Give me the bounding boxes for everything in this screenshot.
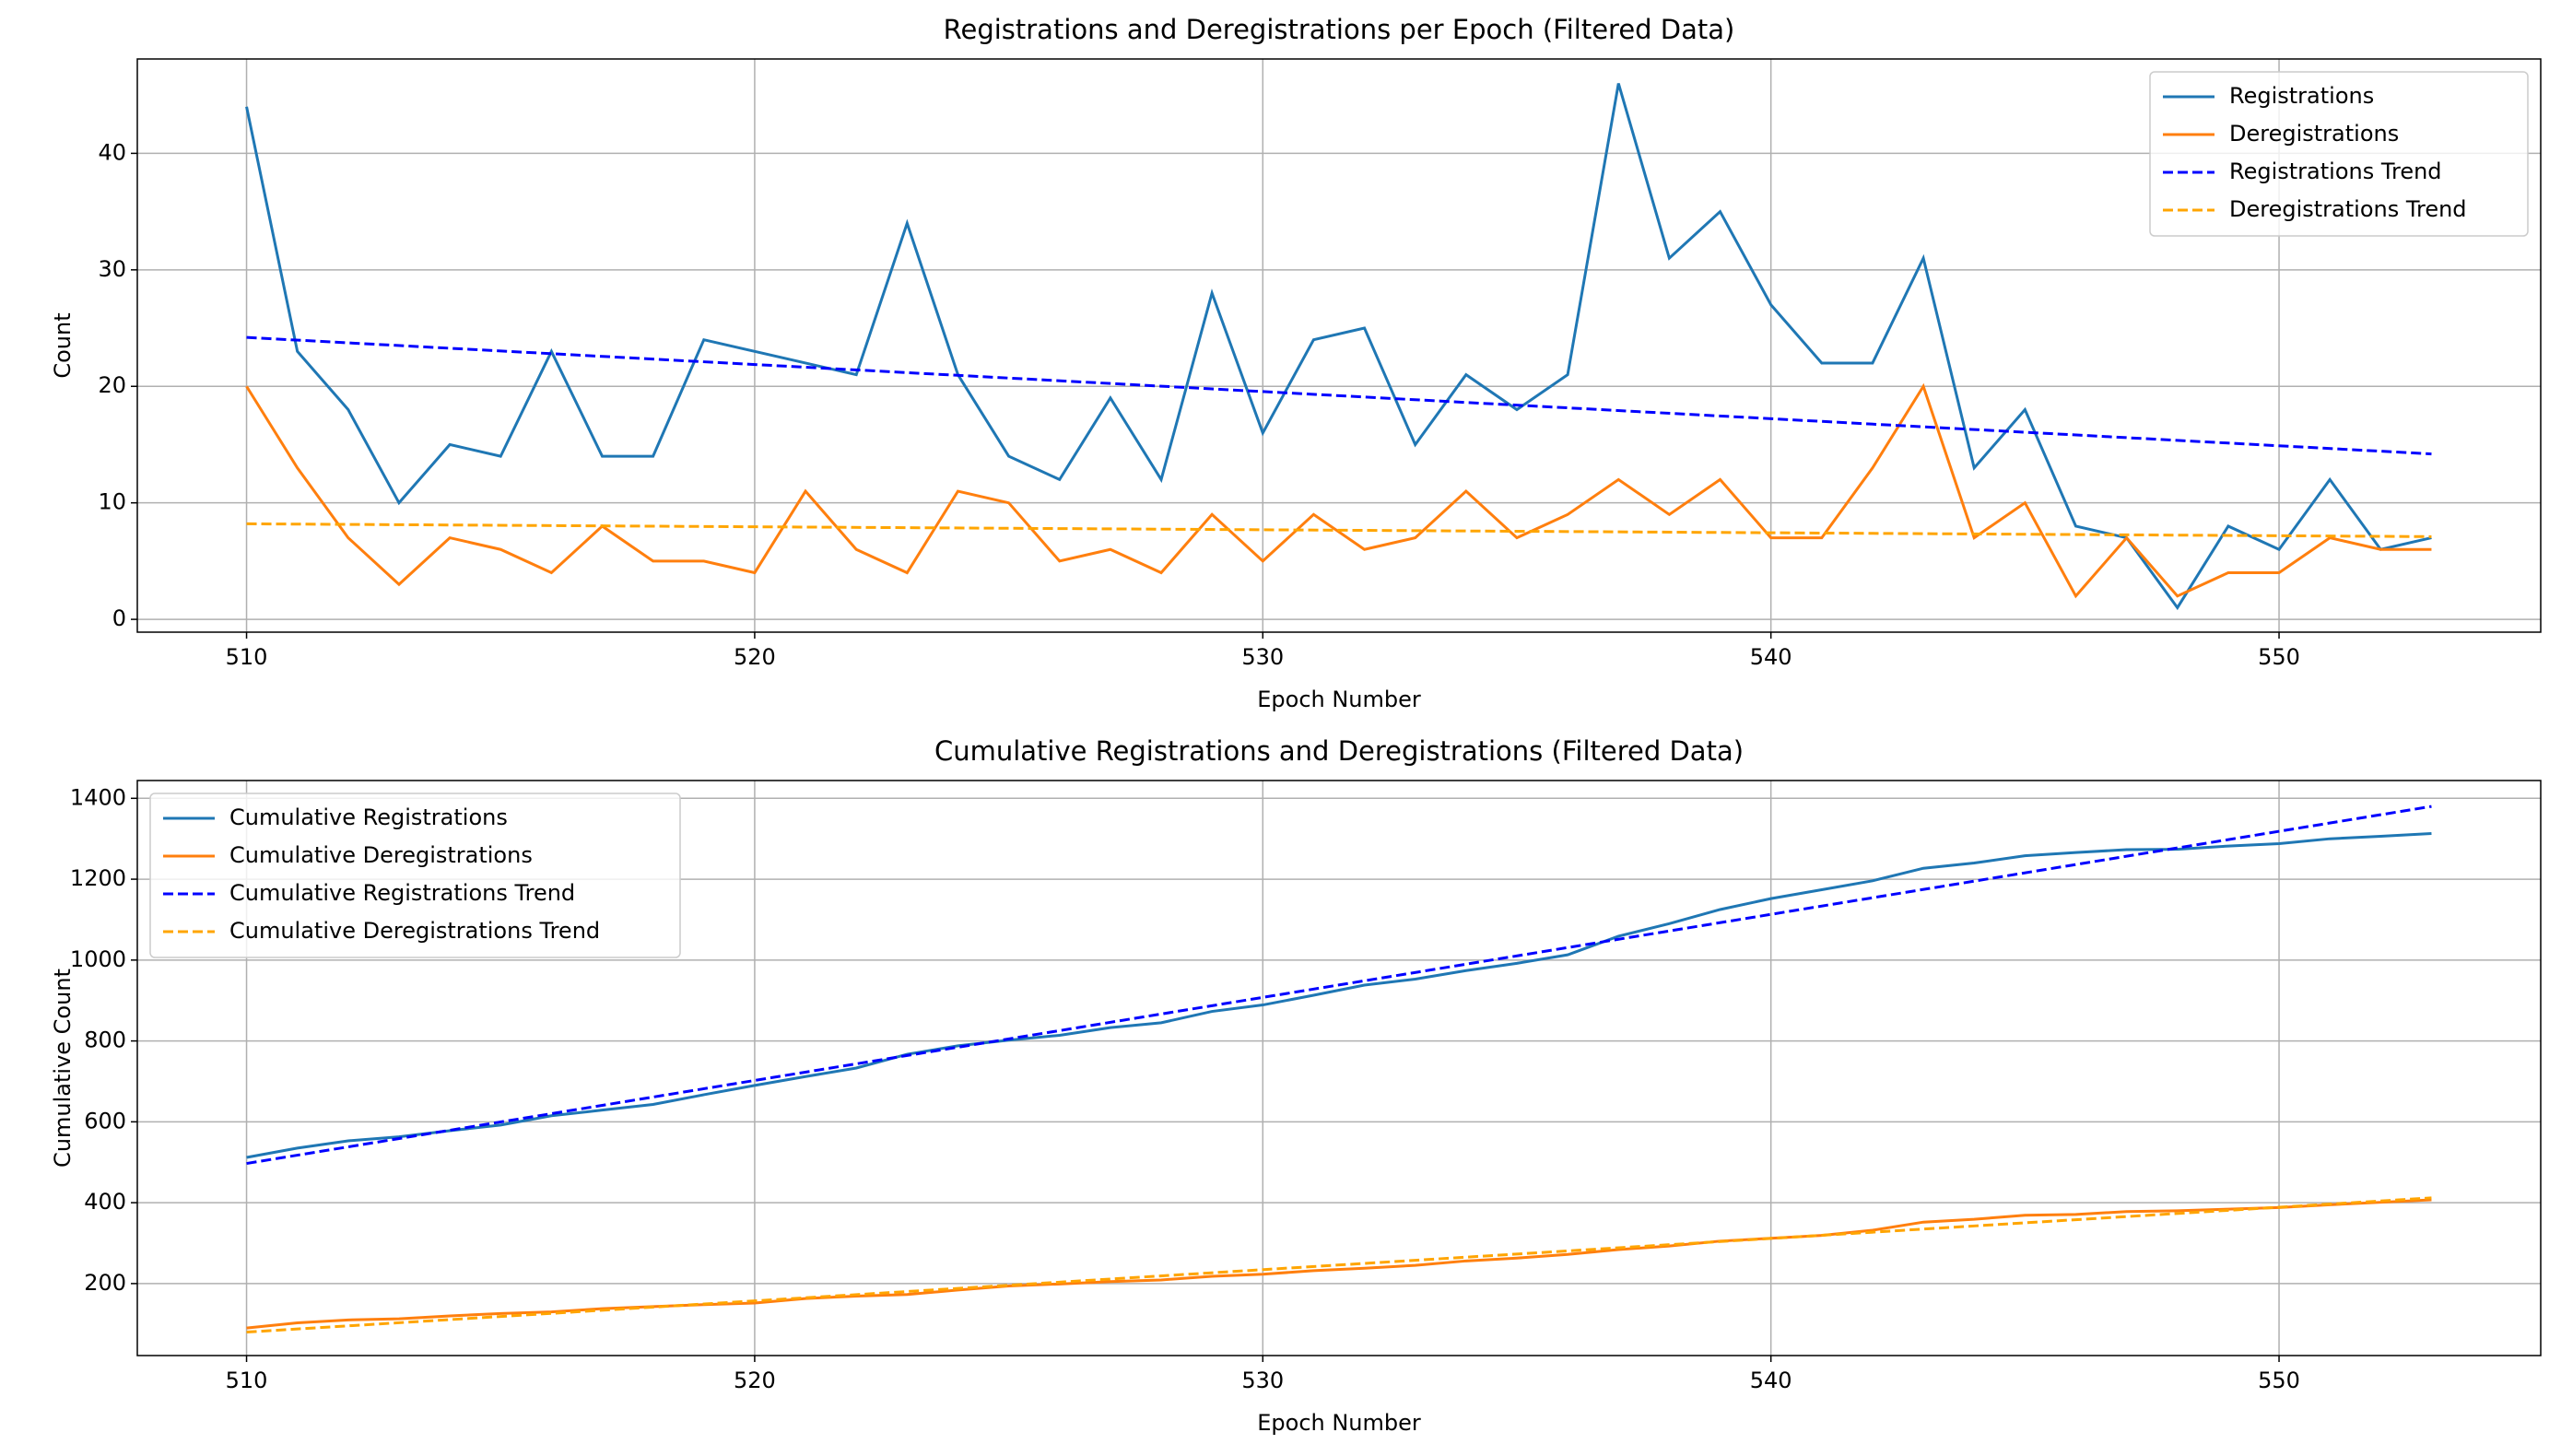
y-axis-label: Cumulative Count xyxy=(50,969,76,1168)
x-tick-label: 530 xyxy=(1241,1368,1284,1393)
y-tick-label: 200 xyxy=(84,1270,126,1296)
series-line xyxy=(246,804,2432,1166)
series-line xyxy=(246,1196,2432,1334)
series-line xyxy=(246,1198,2432,1330)
legend-label: Cumulative Registrations Trend xyxy=(229,880,575,906)
series-line xyxy=(246,522,2432,538)
legend-label: Deregistrations Trend xyxy=(2229,196,2467,222)
legend-label: Cumulative Deregistrations xyxy=(229,842,533,868)
y-tick-label: 1200 xyxy=(70,865,126,891)
legend-box xyxy=(2149,71,2529,237)
x-tick-label: 520 xyxy=(734,1368,776,1393)
series-line xyxy=(245,382,2432,599)
y-tick-label: 30 xyxy=(98,256,126,282)
x-tick-label: 540 xyxy=(1750,1368,1792,1393)
x-tick-label: 530 xyxy=(1241,644,1284,670)
series-line xyxy=(246,831,2432,1159)
x-tick-label: 520 xyxy=(734,644,776,670)
y-tick-label: 400 xyxy=(84,1189,126,1215)
x-axis-label: Epoch Number xyxy=(1257,1410,1421,1436)
y-tick-label: 0 xyxy=(112,605,126,631)
legend-label: Cumulative Deregistrations Trend xyxy=(229,918,600,944)
y-tick-label: 40 xyxy=(98,139,126,165)
x-tick-label: 540 xyxy=(1750,644,1792,670)
legend-box xyxy=(149,793,681,958)
chart-title: Registrations and Deregistrations per Ep… xyxy=(944,14,1735,45)
plot-frame xyxy=(136,780,2542,1356)
x-axis-label: Epoch Number xyxy=(1257,687,1421,712)
y-axis-label: Count xyxy=(50,312,76,378)
y-tick-label: 20 xyxy=(98,372,126,398)
y-tick-label: 1000 xyxy=(70,946,126,972)
series-line xyxy=(246,335,2432,456)
legend-label: Deregistrations xyxy=(2229,121,2399,147)
legend-label: Registrations xyxy=(2229,83,2374,109)
x-tick-label: 550 xyxy=(2258,644,2300,670)
legend-label: Cumulative Registrations xyxy=(229,804,508,830)
y-tick-label: 800 xyxy=(84,1027,126,1053)
x-tick-label: 510 xyxy=(226,644,268,670)
chart-title: Cumulative Registrations and Deregistrat… xyxy=(934,735,1744,767)
y-tick-label: 10 xyxy=(98,489,126,515)
legend-label: Registrations Trend xyxy=(2229,159,2442,184)
x-tick-label: 510 xyxy=(226,1368,268,1393)
plot-frame xyxy=(136,58,2542,633)
series-line xyxy=(245,83,2432,611)
x-tick-label: 550 xyxy=(2258,1368,2300,1393)
y-tick-label: 600 xyxy=(84,1108,126,1133)
y-tick-label: 1400 xyxy=(70,784,126,810)
